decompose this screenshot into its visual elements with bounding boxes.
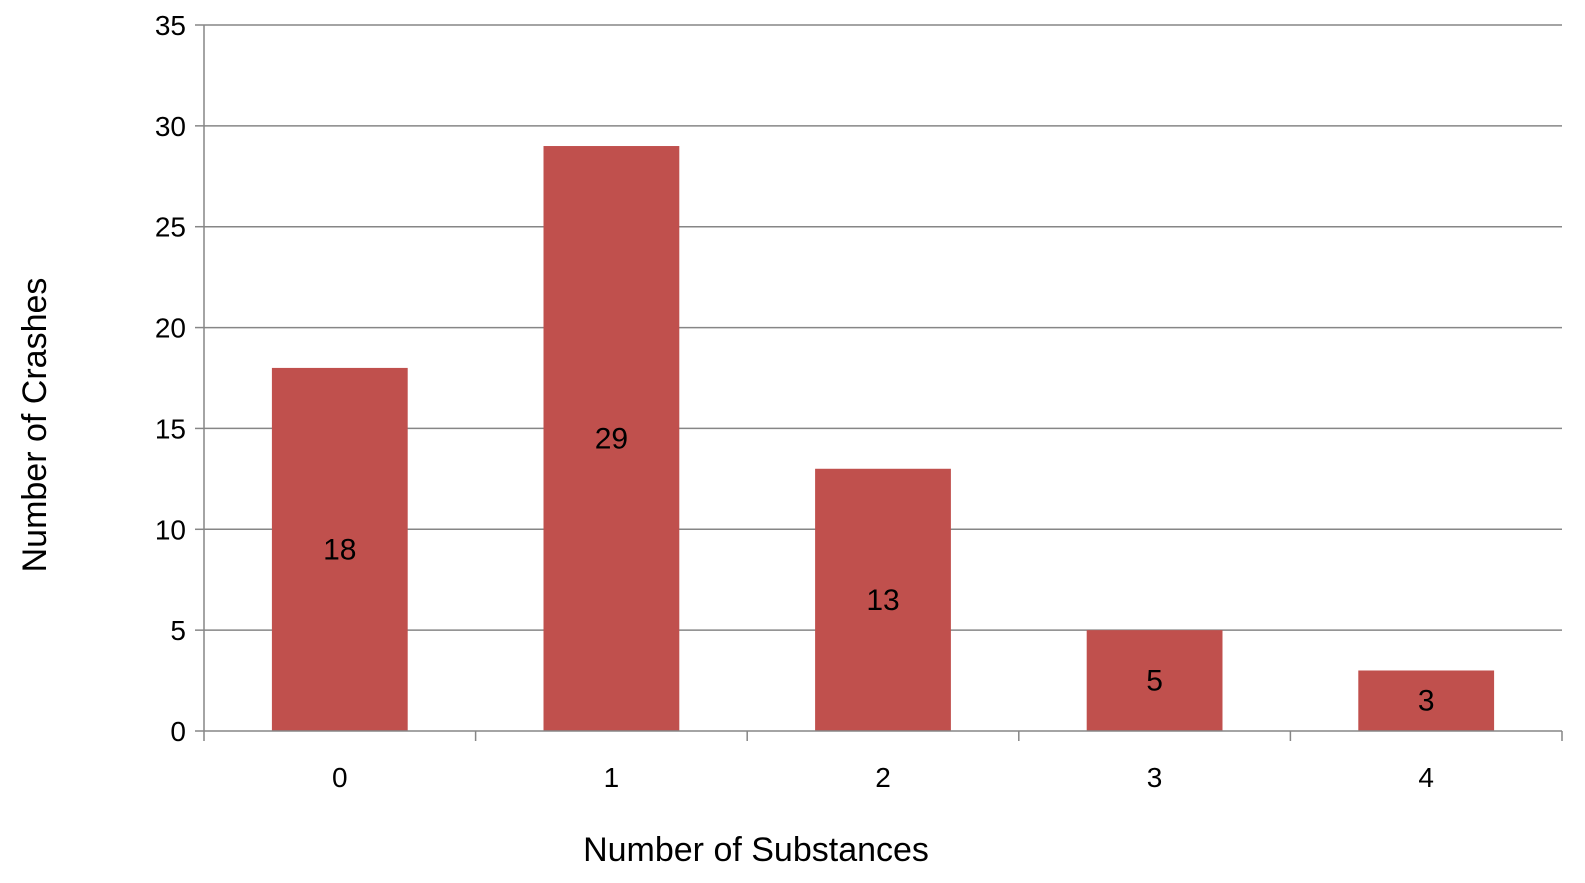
bar — [1086, 630, 1223, 731]
data-label: 13 — [866, 584, 899, 617]
axes — [195, 24, 1563, 741]
y-tick-label: 10 — [155, 514, 186, 545]
y-tick-label: 20 — [155, 313, 186, 344]
bar — [815, 468, 951, 731]
x-tick-label: 2 — [875, 762, 891, 793]
y-tick-label: 30 — [155, 111, 186, 142]
x-tick-label: 1 — [604, 762, 620, 793]
y-tick-label: 15 — [155, 413, 186, 444]
bars — [271, 146, 1495, 731]
x-tick-label: 3 — [1147, 762, 1163, 793]
y-axis-title: Number of Crashes — [16, 278, 54, 573]
x-tick-label: 0 — [332, 762, 348, 793]
data-label: 29 — [595, 423, 628, 456]
y-tick-label: 35 — [155, 10, 186, 41]
data-label: 18 — [323, 533, 356, 566]
x-axis-title: Number of Substances — [583, 831, 929, 869]
bar — [1358, 670, 1495, 731]
bar — [543, 146, 680, 731]
data-label: 3 — [1418, 685, 1435, 718]
data-label: 5 — [1146, 665, 1163, 698]
x-tick-label: 4 — [1418, 762, 1434, 793]
y-tick-label: 5 — [170, 615, 186, 646]
y-tick-label: 25 — [155, 212, 186, 243]
y-tick-label: 0 — [170, 716, 186, 747]
gridlines — [204, 24, 1562, 631]
bar — [271, 367, 408, 731]
